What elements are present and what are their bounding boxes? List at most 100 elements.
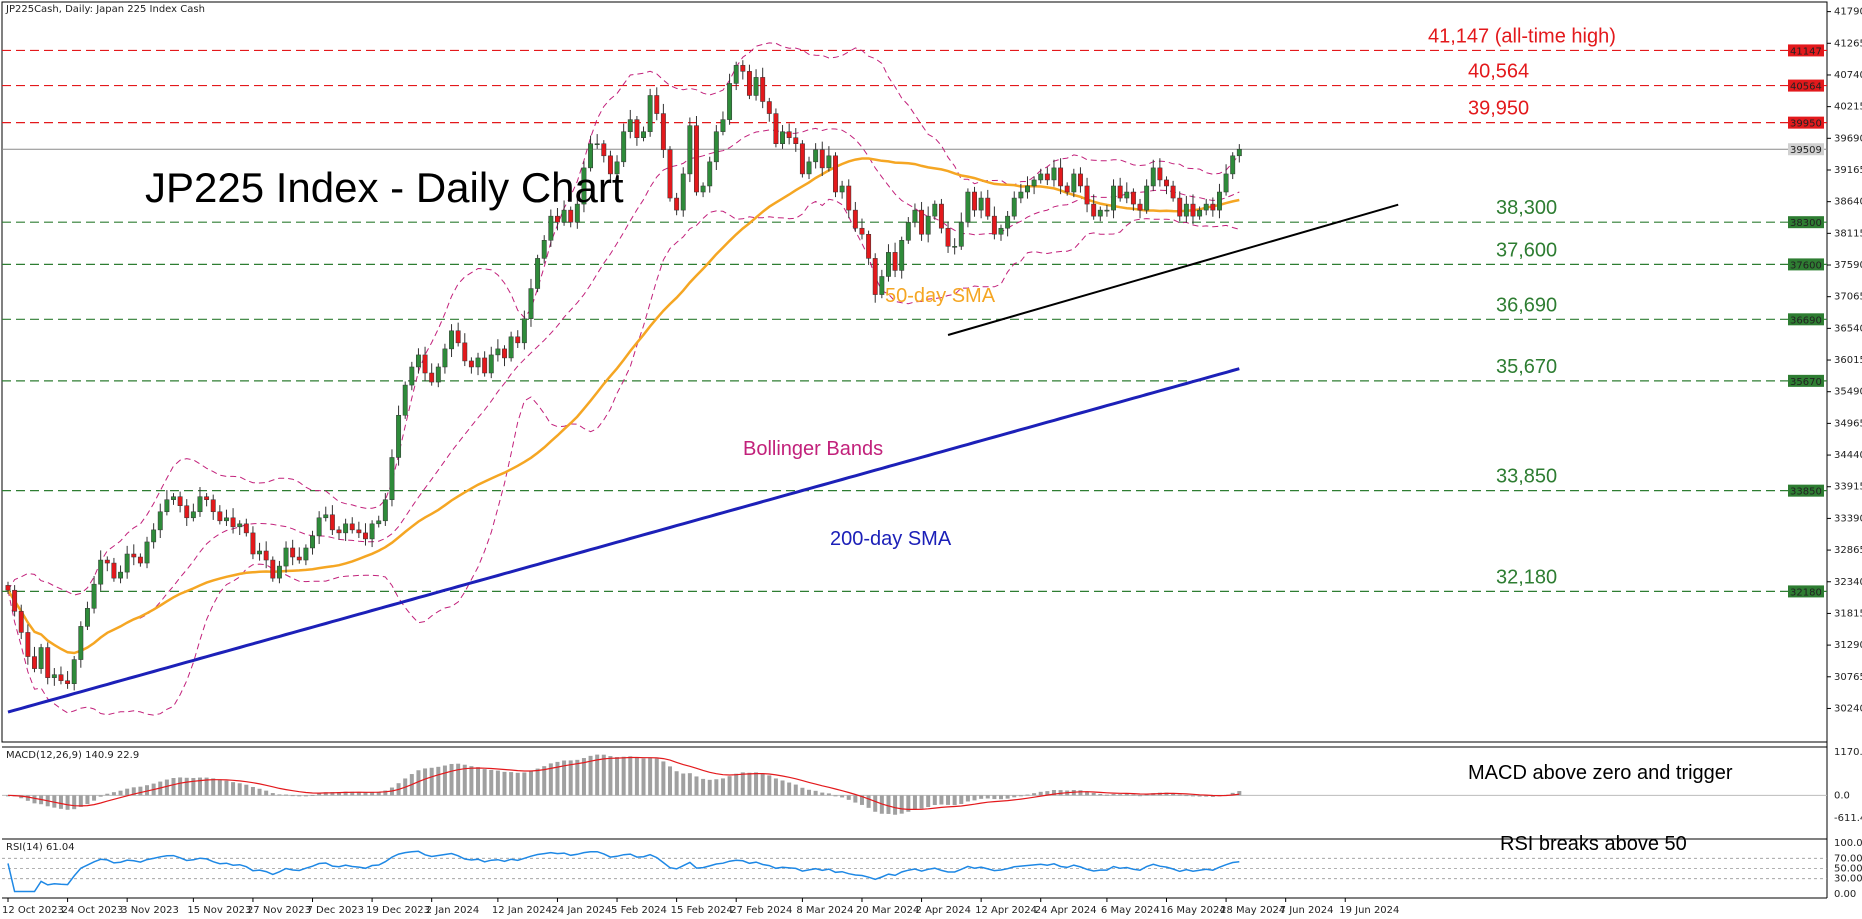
macd-histogram-bar: [363, 792, 368, 796]
candle-body: [382, 499, 388, 522]
macd-histogram-bar: [1038, 791, 1043, 796]
date-tick-label: 2 Jan 2024: [426, 905, 480, 916]
bollinger-annotation: Bollinger Bands: [743, 438, 883, 460]
macd-histogram-bar: [416, 770, 421, 796]
candle-body: [25, 632, 31, 657]
support-label: 33,850: [1496, 466, 1557, 488]
macd-histogram-bar: [608, 756, 613, 796]
candle-body: [363, 532, 368, 540]
candle-body: [965, 191, 971, 223]
macd-histogram-bar: [853, 795, 858, 803]
candle-body: [356, 529, 362, 534]
rsi-tick-label: 100.00: [1834, 838, 1862, 849]
candle-body: [1084, 185, 1090, 205]
macd-histogram-bar: [634, 757, 639, 796]
price-tick-label: 30240: [1834, 703, 1862, 714]
candle-body: [601, 143, 607, 157]
price-tick-label: 39165: [1834, 165, 1862, 176]
macd-histogram-bar: [449, 763, 454, 796]
macd-histogram-bar: [469, 766, 474, 796]
macd-histogram-bar: [1171, 793, 1176, 796]
macd-histogram-bar: [250, 787, 255, 796]
macd-histogram-bar: [1184, 795, 1189, 797]
macd-histogram-bar: [58, 795, 63, 809]
rsi-tick-label: 0.00: [1834, 889, 1856, 900]
candle-body: [1150, 167, 1156, 187]
candle-body: [588, 143, 594, 169]
candle-body: [985, 197, 991, 217]
macd-histogram-bar: [138, 786, 143, 796]
price-tick-label: 33390: [1834, 513, 1862, 524]
macd-histogram-bar: [681, 773, 686, 796]
macd-histogram-bar: [979, 795, 984, 799]
candle-body: [190, 511, 196, 519]
candle-body: [515, 336, 521, 344]
candle-body: [475, 357, 481, 368]
candle-body: [1217, 191, 1222, 211]
macd-histogram-bar: [859, 795, 864, 805]
support-price-tag-text: 32180: [1790, 587, 1822, 598]
candle-body: [1223, 173, 1229, 193]
candle-body: [634, 119, 640, 138]
resistance-label: 40,564: [1468, 61, 1529, 83]
candle-body: [905, 221, 911, 241]
macd-histogram-bar: [952, 795, 957, 806]
candle-body: [396, 414, 402, 458]
macd-histogram-bar: [495, 770, 500, 796]
macd-histogram-bar: [244, 784, 249, 796]
candle-body: [1018, 191, 1024, 199]
price-tick-label: 36015: [1834, 355, 1862, 366]
macd-histogram-bar: [462, 764, 467, 796]
macd-title: MACD(12,26,9) 140.9 22.9: [6, 750, 139, 761]
candle-body: [1025, 185, 1030, 193]
macd-histogram-bar: [1210, 795, 1215, 797]
candle-body: [290, 547, 296, 558]
support-price-tag-text: 37600: [1790, 260, 1822, 271]
date-tick-label: 7 Jun 2024: [1280, 905, 1334, 916]
bollinger-lower: [7, 198, 1240, 716]
date-tick-label: 19 Jun 2024: [1339, 905, 1399, 916]
macd-histogram-bar: [1197, 795, 1202, 797]
candle-body: [310, 535, 315, 549]
macd-histogram-bar: [575, 759, 580, 796]
sma200-annotation: 200-day SMA: [830, 528, 952, 550]
macd-histogram-bar: [972, 795, 977, 801]
candle-body: [488, 354, 494, 374]
candle-body: [151, 529, 157, 543]
macd-tick-label: 0.0: [1834, 790, 1850, 801]
candle-body: [826, 155, 832, 169]
candle-body: [1157, 167, 1163, 181]
macd-histogram-bar: [588, 755, 593, 796]
sma50-line: [6, 157, 1240, 655]
macd-histogram-bar: [773, 778, 778, 796]
macd-histogram-bar: [1032, 793, 1037, 796]
macd-histogram-bar: [1098, 793, 1103, 796]
macd-histogram-bar: [423, 768, 428, 796]
candle-body: [65, 680, 71, 684]
macd-histogram-bar: [800, 787, 805, 796]
chart-header: JP225Cash, Daily: Japan 225 Index Cash: [5, 4, 205, 15]
rsi-tick-label: 50.00: [1834, 864, 1862, 875]
macd-histogram-bar: [621, 756, 626, 796]
candle-body: [872, 258, 878, 295]
date-tick-label: 20 Mar 2024: [856, 905, 919, 916]
macd-histogram-bar: [919, 795, 924, 809]
candle-body: [84, 608, 90, 627]
candle-body: [58, 674, 64, 681]
candle-body: [18, 611, 24, 633]
candle-body: [276, 565, 282, 579]
candle-body: [389, 457, 395, 500]
macd-histogram-bar: [356, 791, 361, 796]
candle-body: [144, 541, 150, 564]
candle-body: [349, 523, 355, 531]
support-label: 38,300: [1496, 197, 1557, 219]
rsi-tick-label: 30.00: [1834, 874, 1862, 885]
candle-body: [1011, 197, 1017, 217]
macd-histogram-bar: [528, 770, 533, 796]
macd-histogram-bar: [476, 767, 481, 796]
macd-signal-line: [7, 756, 1240, 810]
price-tick-label: 34440: [1834, 450, 1862, 461]
candle-body: [435, 366, 441, 383]
date-tick-label: 15 Nov 2023: [187, 905, 251, 916]
candle-body: [1183, 203, 1189, 217]
